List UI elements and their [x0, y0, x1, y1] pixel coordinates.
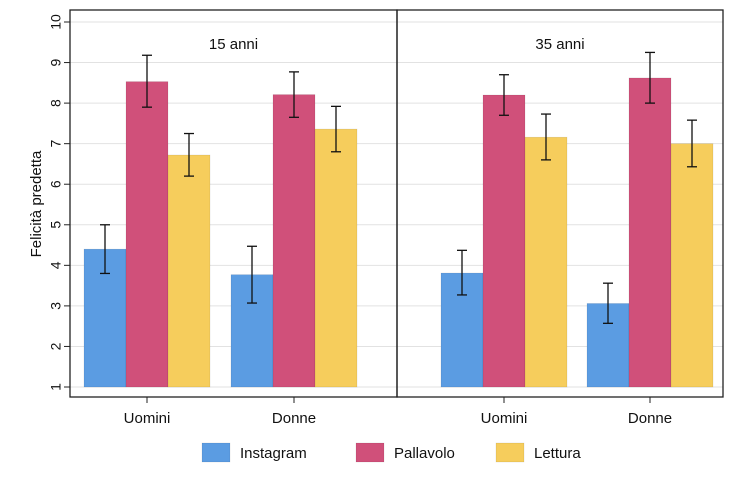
bar-pallavolo: [482, 94, 526, 388]
y-tick-label: 3: [48, 302, 64, 310]
bar-lettura: [670, 143, 714, 388]
legend-label: Lettura: [534, 445, 581, 462]
x-category-label: Donne: [272, 410, 316, 427]
x-category-label: Uomini: [481, 410, 528, 427]
y-tick-label: 5: [48, 221, 64, 229]
legend-swatch-lettura: [495, 442, 525, 463]
bar-pallavolo: [272, 94, 316, 388]
legend-label: Instagram: [240, 445, 307, 462]
y-tick-label: 1: [48, 383, 64, 391]
y-tick-label: 10: [48, 14, 64, 30]
x-category-label: Donne: [628, 410, 672, 427]
bar-pallavolo: [628, 77, 672, 388]
labels: 1 2 3 4 5 6 7 8 9 10 15 anni Uomini Donne 35 anni Uomi…: [48, 14, 672, 427]
y-tick-label: 8: [48, 99, 64, 107]
bar-lettura: [314, 128, 358, 388]
bar-lettura: [524, 136, 568, 388]
error-bars: [100, 51, 697, 324]
legend-swatch-instagram: [201, 442, 231, 463]
y-tick-label: 6: [48, 180, 64, 188]
bar-lettura: [167, 154, 211, 388]
panel-title: 15 anni: [209, 36, 258, 53]
legend-label: Pallavolo: [394, 445, 455, 462]
bar-instagram: [440, 272, 484, 388]
y-tick-label: 9: [48, 58, 64, 66]
y-tick-label: 2: [48, 342, 64, 350]
bar-pallavolo: [125, 81, 169, 388]
bars: [83, 77, 714, 388]
plot-frame: [64, 9, 724, 403]
y-axis-title: Felicità predetta: [28, 150, 45, 257]
y-tick-label: 7: [48, 140, 64, 148]
x-category-label: Uomini: [124, 410, 171, 427]
y-tick-label: 4: [48, 261, 64, 269]
legend-swatch-pallavolo: [355, 442, 385, 463]
legend: Instagram Pallavolo Lettura: [201, 442, 581, 463]
panel-frame: [396, 9, 724, 398]
panel-title: 35 anni: [535, 36, 584, 53]
